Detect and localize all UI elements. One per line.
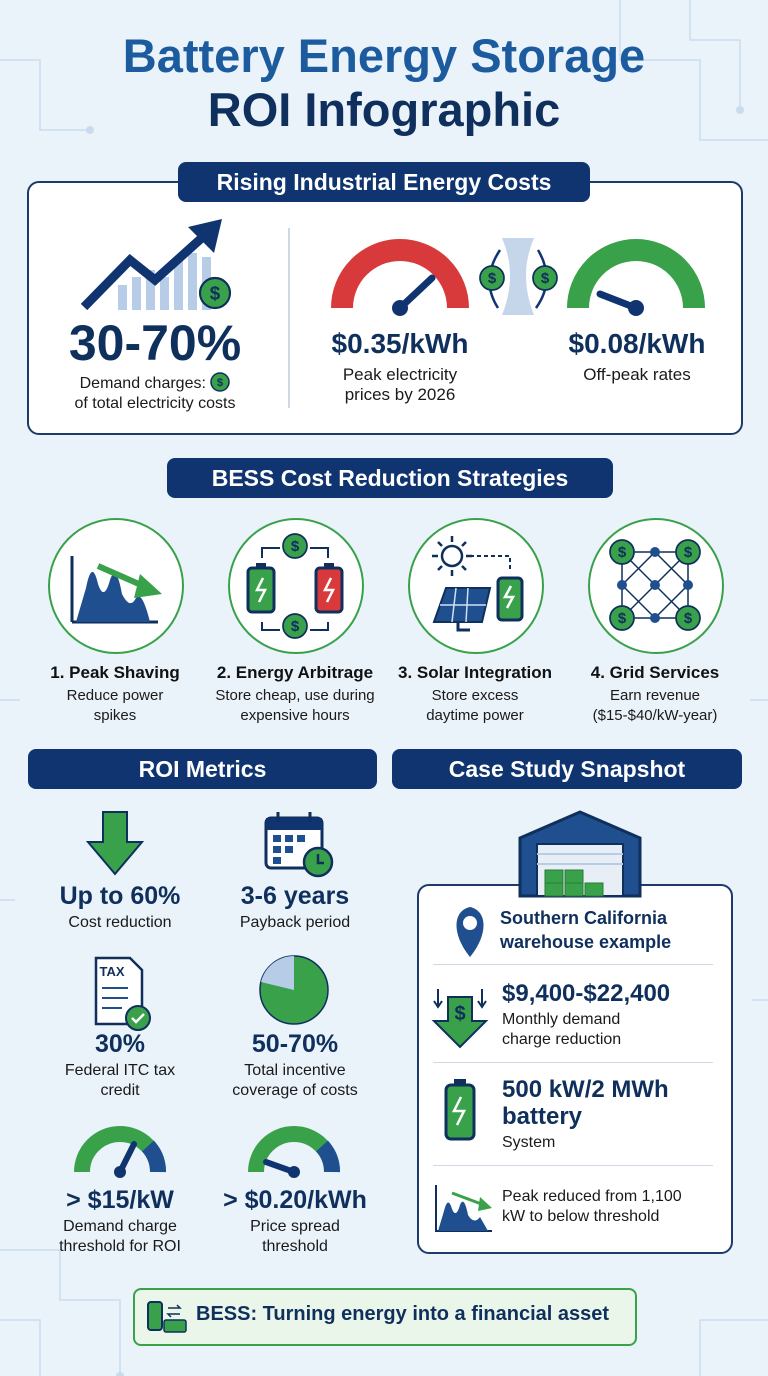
case-study-icons: $ xyxy=(431,907,492,1232)
section-heading: BESS Cost Reduction Strategies xyxy=(167,458,613,498)
metric-value: 50-70% xyxy=(251,1030,339,1058)
price-gauges: $ $ xyxy=(331,238,705,316)
metric-label: Demand charge threshold for ROI xyxy=(59,1218,181,1255)
section-heading: Rising Industrial Energy Costs xyxy=(178,162,590,202)
strategy-title: 3. Solar Integration xyxy=(398,663,552,682)
coin-symbol: $ xyxy=(684,544,693,561)
coin-symbol: $ xyxy=(684,610,693,627)
metric-value: 3-6 years xyxy=(240,882,350,910)
coin-icon: $ xyxy=(198,276,232,310)
roi-icons: TAX xyxy=(74,811,340,1178)
coin-symbol: $ xyxy=(541,270,550,287)
metric-label: Price spread threshold xyxy=(250,1218,340,1255)
coin xyxy=(675,539,701,565)
strategy-title: 2. Energy Arbitrage xyxy=(216,663,374,682)
strategy-description: Reduce power spikes xyxy=(66,687,164,724)
coin xyxy=(479,265,505,291)
stat-label-text: of total electricity costs xyxy=(74,395,236,412)
strategy-title: 1. Peak Shaving xyxy=(50,663,180,682)
coin xyxy=(210,372,231,392)
strategy-icons: $ $ $ $ $ $ xyxy=(70,533,701,639)
metric-label: Payback period xyxy=(239,914,351,931)
case-value: 500 kW/2 MWh battery xyxy=(502,1076,669,1130)
coin xyxy=(532,265,558,291)
title-line-1: Battery Energy Storage xyxy=(122,29,646,82)
metric-value: 30% xyxy=(94,1030,146,1058)
footer-banner xyxy=(133,1288,637,1346)
price-value: $0.08/kWh xyxy=(568,328,706,359)
footer-text: BESS: Turning energy into a financial as… xyxy=(196,1303,610,1325)
rising-chart-icon: $ xyxy=(80,219,232,311)
price-label: Peak electricity prices by 2026 xyxy=(342,365,458,404)
coin-symbol: $ xyxy=(291,618,300,635)
coin-icon: $ xyxy=(609,605,635,631)
coin-symbol: $ xyxy=(618,610,627,627)
stat-value: 30-70% xyxy=(68,315,242,371)
coin-icon: $ xyxy=(479,265,505,291)
coin-symbol: $ xyxy=(291,538,300,555)
separator xyxy=(433,1165,713,1166)
section-heading: ROI Metrics xyxy=(28,749,377,789)
coin-icon: $ xyxy=(210,372,231,392)
strategy-title: 4. Grid Services xyxy=(590,663,720,682)
metric-value: > $15/kW xyxy=(66,1186,174,1214)
separator xyxy=(433,964,713,965)
warehouse-icon xyxy=(518,810,642,898)
icon-text: TAX xyxy=(99,964,124,979)
metric-label: Federal ITC tax credit xyxy=(64,1062,176,1099)
coin-symbol: $ xyxy=(210,282,221,303)
stat-label: Demand charges: $ of total electricity c… xyxy=(40,372,270,414)
case-value: $9,400-$22,400 xyxy=(502,980,671,1007)
coin xyxy=(609,605,635,631)
price-label: Off-peak rates xyxy=(583,365,691,384)
case-location: Southern California warehouse example xyxy=(500,908,672,952)
coin-icon: $ xyxy=(675,605,701,631)
metric-label: Cost reduction xyxy=(68,914,172,931)
coin-icon: $ xyxy=(282,613,308,639)
coin xyxy=(675,605,701,631)
coin-symbol: $ xyxy=(217,377,224,389)
case-note: Peak reduced from 1,100 kW to below thre… xyxy=(502,1188,682,1225)
coin xyxy=(282,613,308,639)
strategy-description: Earn revenue ($15-$40/kW-year) xyxy=(592,687,718,724)
divider xyxy=(288,228,290,408)
coin-symbol: $ xyxy=(618,544,627,561)
strategy-description: Store excess daytime power xyxy=(426,687,524,724)
price-value: $0.35/kWh xyxy=(331,328,469,359)
stat-label-text: Demand charges: xyxy=(79,375,206,392)
coin-icon: $ xyxy=(532,265,558,291)
metric-value: Up to 60% xyxy=(59,882,181,910)
coin-symbol: $ xyxy=(488,270,497,287)
coin xyxy=(609,539,635,565)
coin-icon: $ xyxy=(210,372,231,392)
case-label: Monthly demand charge reduction xyxy=(502,1011,622,1048)
coin-icon: $ xyxy=(282,533,308,559)
strategy-description: Store cheap, use during expensive hours xyxy=(215,687,375,724)
coin xyxy=(198,276,232,310)
coin xyxy=(282,533,308,559)
metric-value: > $0.20/kWh xyxy=(223,1186,367,1214)
case-label: System xyxy=(502,1134,556,1151)
footer-icon xyxy=(147,1301,187,1333)
metric-label: Total incentive coverage of costs xyxy=(232,1062,358,1099)
coin-icon: $ xyxy=(675,539,701,565)
icon-text: $ xyxy=(454,1003,465,1025)
title-line-2: ROI Infographic xyxy=(207,83,561,136)
separator xyxy=(433,1062,713,1063)
section-heading: Case Study Snapshot xyxy=(392,749,742,789)
coin-icon: $ xyxy=(609,539,635,565)
